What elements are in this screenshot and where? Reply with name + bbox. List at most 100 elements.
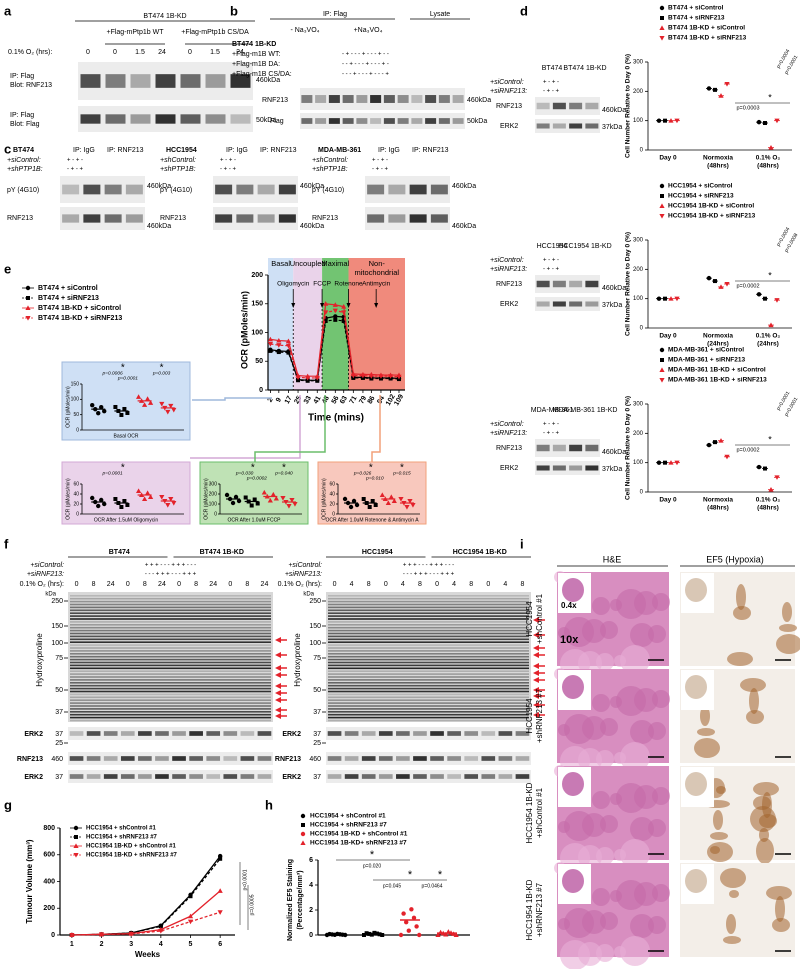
label: ERK2 <box>500 301 518 308</box>
gel-band <box>70 621 271 623</box>
arrow <box>533 663 539 669</box>
blot-band <box>104 184 122 195</box>
blot-band <box>236 214 254 223</box>
label: 37 <box>55 774 63 781</box>
label: HCC1954 + siControl <box>668 183 733 190</box>
label: Antimycin <box>362 281 391 288</box>
gel-band <box>70 641 271 643</box>
label: pY (4G10) <box>312 187 344 194</box>
stain <box>710 846 720 854</box>
data-point <box>774 118 780 124</box>
gel-band <box>328 655 529 658</box>
blot-band <box>172 774 186 779</box>
label: 24 <box>107 581 115 588</box>
label: * <box>160 363 164 374</box>
label: HCC1954 1B-KD + shControl #1 <box>310 831 408 838</box>
marker <box>300 813 306 819</box>
label: Basal OCR <box>113 433 138 439</box>
data-point <box>187 913 194 919</box>
label: 460 <box>51 756 63 763</box>
label: Tumour Volume (mm³) <box>25 839 34 923</box>
label: p=0.020 <box>363 863 381 869</box>
label: 200 <box>43 905 55 912</box>
label: HCC1954 <box>362 549 393 556</box>
blot-band <box>430 756 444 761</box>
label: +siRNF213: <box>490 88 527 95</box>
blot-band <box>69 774 84 779</box>
label: BT474 <box>109 549 130 556</box>
gel-band <box>70 615 271 617</box>
label: EF5 (Hypoxia) <box>706 554 764 564</box>
tissue <box>620 645 650 675</box>
gel-band <box>328 658 529 661</box>
label: 460kDa <box>300 223 324 230</box>
label: kDa <box>45 592 56 598</box>
data-point <box>756 119 762 125</box>
marker <box>453 932 459 937</box>
label: - + - + <box>543 431 560 437</box>
blot-band <box>383 118 395 124</box>
label: 0 <box>640 490 644 496</box>
label: 4 <box>401 581 405 588</box>
marker <box>659 378 665 383</box>
marker <box>342 496 348 502</box>
gel-band <box>328 673 529 675</box>
stain <box>776 634 800 654</box>
gel-band <box>328 612 529 614</box>
marker <box>25 285 31 291</box>
marker <box>171 407 177 413</box>
blot-band <box>425 118 437 124</box>
label: p=0.0002 <box>736 447 759 453</box>
blot-band <box>205 114 226 124</box>
label: * <box>121 463 125 474</box>
marker <box>404 505 410 510</box>
label: HCC1954 1B-KD <box>525 782 534 843</box>
gel-band <box>70 705 271 707</box>
data-point <box>768 487 774 492</box>
label: 460kDa <box>147 223 171 230</box>
marker <box>435 932 441 937</box>
data-point <box>674 118 680 124</box>
connector <box>190 395 301 459</box>
data-point <box>267 342 274 347</box>
blot-band <box>83 214 101 223</box>
blot-band <box>120 731 135 736</box>
arrow <box>533 687 539 693</box>
label: 0 <box>640 148 644 154</box>
data-point <box>674 460 680 466</box>
gel-band <box>328 664 529 667</box>
gel-band <box>70 711 271 713</box>
blot-band <box>342 118 354 124</box>
tissue <box>600 621 618 639</box>
label: OCR After 1.5uM Oligomycin <box>94 517 158 523</box>
blot-band <box>342 95 354 103</box>
label: 8 <box>245 581 249 588</box>
label: HCC1954 1B-KD + siRNF213 <box>668 213 756 220</box>
label: * <box>369 463 373 474</box>
blot-band <box>236 184 254 195</box>
blot-band <box>585 444 599 452</box>
tissue <box>652 787 670 805</box>
marker <box>73 853 79 858</box>
gel-band <box>328 687 529 690</box>
data-point <box>756 292 762 297</box>
label: Day 0 <box>659 497 677 504</box>
blot-band <box>397 118 409 124</box>
blot-band <box>569 301 583 307</box>
blot-band <box>552 123 566 129</box>
gel-band <box>328 705 529 707</box>
marker <box>135 394 142 399</box>
blot <box>535 461 600 475</box>
marker <box>292 502 298 507</box>
label: 200 <box>633 431 644 437</box>
marker <box>401 911 406 916</box>
blot-band <box>498 774 513 779</box>
label: 24 <box>236 49 244 56</box>
label: + - + - <box>220 158 236 164</box>
data-point <box>341 319 346 323</box>
label: + - + - <box>543 422 559 428</box>
panel-label: a <box>4 3 12 18</box>
blot-band <box>378 731 393 736</box>
blot-band <box>430 774 444 779</box>
label: (Percentage/mm³) <box>297 870 304 929</box>
